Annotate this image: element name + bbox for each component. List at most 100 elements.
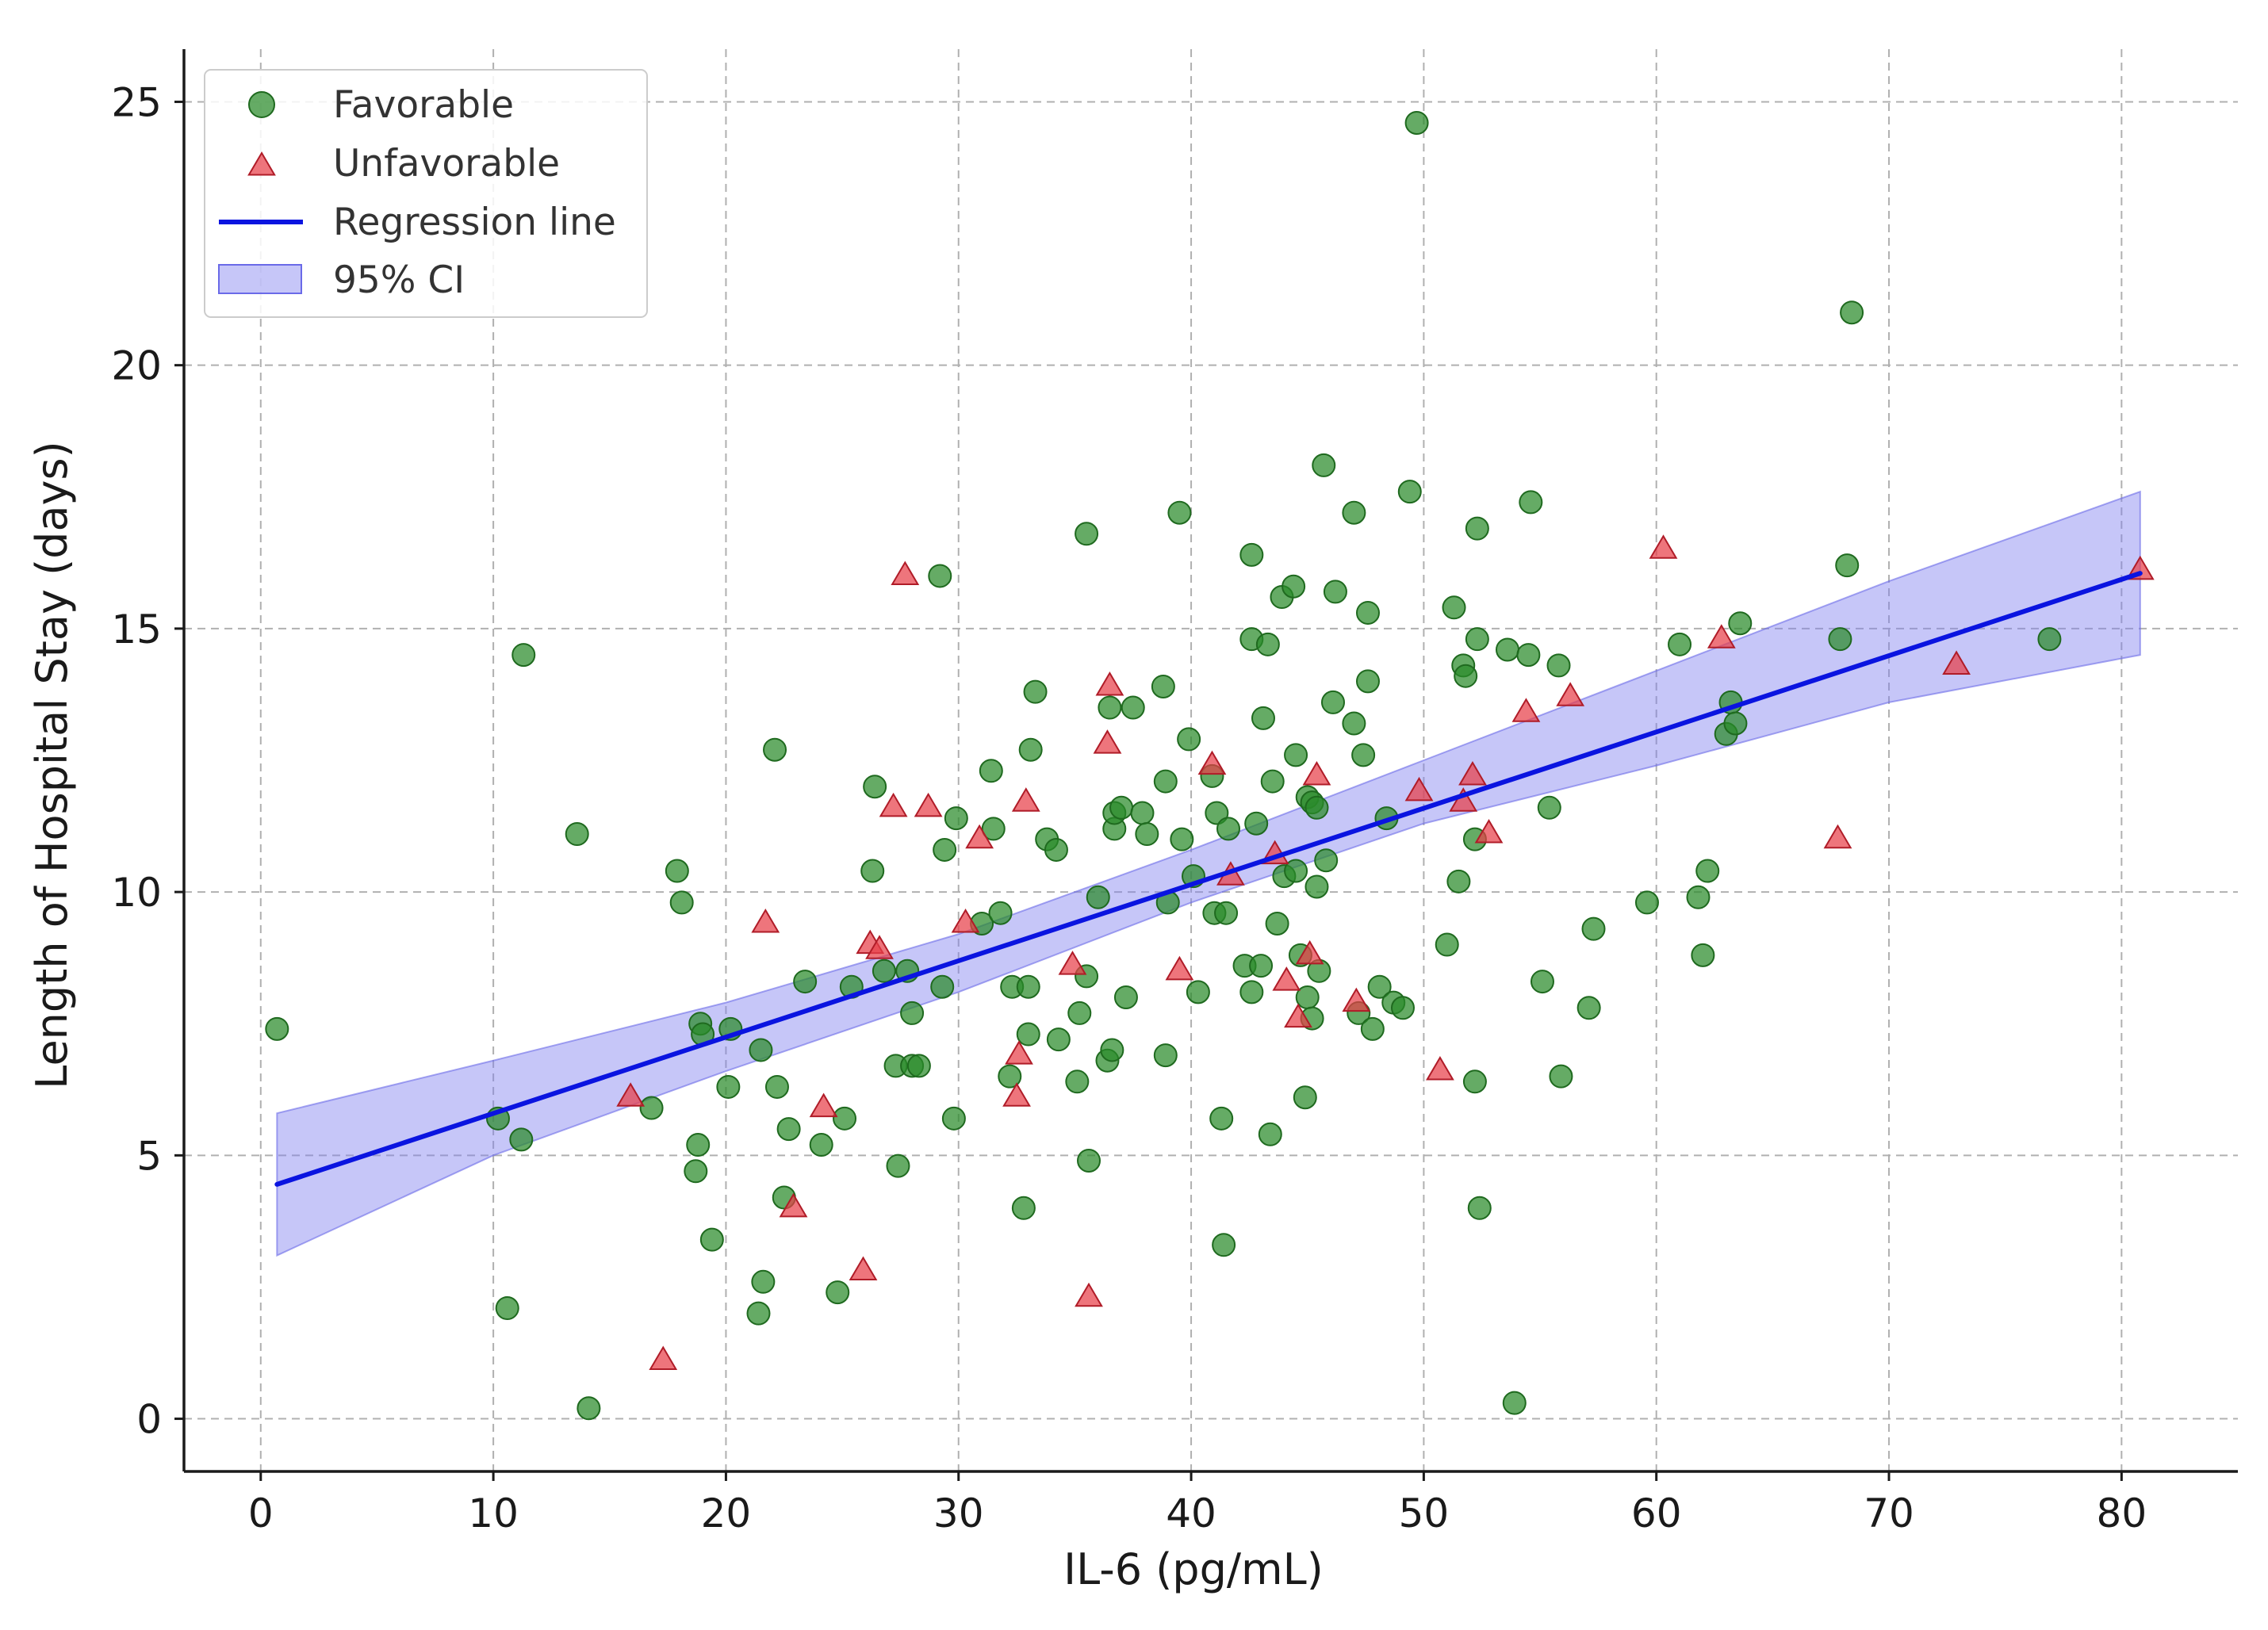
favorable-point: [1251, 706, 1275, 730]
favorable-point: [1044, 837, 1068, 862]
favorable-point: [1835, 553, 1860, 578]
unfavorable-point: [751, 909, 780, 933]
x-tick-label: 60: [1631, 1490, 1682, 1536]
favorable-point: [1018, 737, 1043, 762]
favorable-point: [749, 1038, 773, 1062]
favorable-point: [998, 1064, 1022, 1089]
x-tick-label: 30: [933, 1490, 984, 1536]
favorable-point: [1446, 869, 1471, 893]
unfavorable-point: [1426, 1056, 1454, 1081]
legend-ci-label: 95% CI: [333, 258, 465, 302]
favorable-point: [1435, 932, 1459, 957]
favorable-point: [1075, 522, 1099, 546]
favorable-point: [1537, 795, 1561, 820]
unfavorable-point: [1556, 682, 1585, 706]
favorable-point: [764, 1074, 789, 1099]
favorable-point: [1695, 859, 1720, 883]
unfavorable-point: [965, 824, 994, 849]
favorable-point: [1686, 885, 1711, 909]
favorable-point: [1530, 970, 1554, 994]
unfavorable-point: [1165, 955, 1194, 981]
favorable-point: [1390, 996, 1415, 1020]
regression-line: [274, 571, 2143, 1187]
favorable-point: [1442, 595, 1466, 620]
favorable-point: [1465, 516, 1489, 541]
unfavorable-point: [1002, 1082, 1031, 1107]
favorable-point: [1549, 1064, 1573, 1089]
favorable-point: [669, 890, 694, 915]
favorable-point: [1728, 611, 1753, 636]
favorable-point: [1153, 769, 1178, 794]
favorable-point: [1312, 453, 1336, 477]
x-tick-label: 50: [1399, 1490, 1450, 1536]
favorable-point: [941, 1106, 966, 1131]
unfavorable-point: [1095, 672, 1124, 696]
favorable-point: [751, 1269, 776, 1294]
legend-unfavorable-marker: [247, 151, 276, 176]
favorable-point: [1109, 795, 1134, 820]
favorable-point: [1304, 874, 1329, 899]
favorable-point: [1462, 1069, 1487, 1094]
unfavorable-point: [1823, 824, 1852, 849]
favorable-point: [944, 806, 968, 831]
favorable-point: [511, 643, 536, 668]
favorable-point: [1351, 743, 1376, 767]
favorable-point: [1255, 632, 1280, 656]
unfavorable-point: [1649, 534, 1678, 559]
y-tick-label: 20: [111, 343, 162, 389]
legend: Favorable Unfavorable Regression line 95…: [204, 69, 648, 318]
favorable-point: [639, 1096, 664, 1120]
favorable-point: [1239, 980, 1264, 1004]
unfavorable-point: [649, 1345, 678, 1371]
favorable-point: [988, 901, 1013, 925]
favorable-point: [1100, 1038, 1124, 1062]
axes: 0 10 20 30 40 50 60 70 80 0 5 10 15 20 25: [111, 49, 2238, 1536]
x-tick-label: 20: [701, 1490, 752, 1536]
favorable-point: [1258, 1122, 1282, 1146]
x-tick-label: 10: [468, 1490, 519, 1536]
favorable-point: [1249, 954, 1274, 978]
regression-layer: [274, 571, 2143, 1187]
unfavorable-point: [1011, 787, 1040, 812]
x-axis-title: IL-6 (pg/mL): [1063, 1544, 1324, 1594]
unfavorable-point: [809, 1092, 838, 1118]
favorable-point: [1067, 1001, 1092, 1025]
unfavorable-point: [1458, 760, 1487, 786]
favorable-point: [1367, 974, 1392, 999]
gridlines: [184, 49, 2238, 1471]
favorable-point: [833, 1106, 857, 1131]
favorable-point: [1404, 111, 1429, 136]
legend-regression-line-label: Regression line: [333, 201, 616, 244]
unfavorable-point: [1075, 1282, 1103, 1307]
unfavorable-point: [1404, 776, 1434, 802]
favorable-point: [1167, 500, 1192, 525]
favorable-point: [1342, 711, 1366, 736]
unfavorable-point: [1295, 939, 1324, 965]
x-tick-label: 80: [2097, 1490, 2147, 1536]
favorable-point: [1214, 901, 1239, 925]
unfavorable-point: [1474, 819, 1504, 844]
y-tick-label: 10: [111, 870, 162, 916]
legend-favorable-marker: [248, 91, 275, 118]
favorable-point: [1212, 1233, 1236, 1257]
favorable-point: [1495, 637, 1519, 662]
unfavorable-point: [1284, 1003, 1312, 1028]
favorable-point: [686, 1133, 711, 1157]
favorable-point: [1016, 1022, 1040, 1046]
favorable-point: [1113, 985, 1138, 1009]
unfavorable-point: [914, 792, 943, 817]
favorable-point: [684, 1159, 708, 1184]
favorable-point: [826, 1280, 850, 1305]
unfavorable-point: [779, 1192, 808, 1218]
favorable-point: [1668, 632, 1692, 656]
favorable-point: [1304, 795, 1329, 820]
favorable-point: [1216, 817, 1240, 841]
unfavorable-point: [1005, 1040, 1033, 1065]
favorable-point: [1516, 643, 1541, 668]
unfavorable-point: [1093, 729, 1122, 754]
favorable-point: [1177, 727, 1201, 752]
favorable-point: [1077, 1148, 1101, 1173]
favorable-point: [1293, 1085, 1317, 1110]
favorable-point: [793, 970, 818, 994]
